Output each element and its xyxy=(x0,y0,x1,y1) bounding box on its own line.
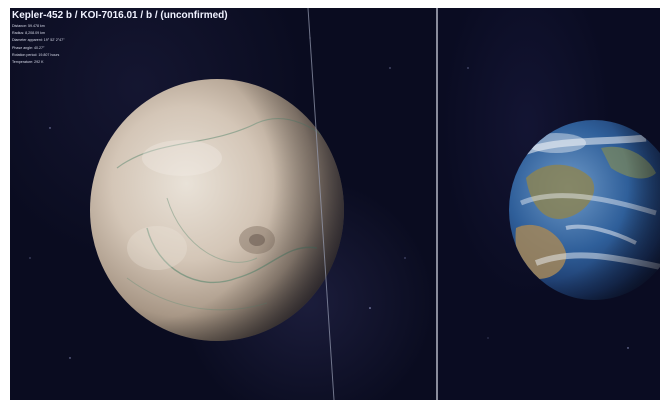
left-view-pane[interactable]: Kepler-452 b / KOI-7016.01 / b / (unconf… xyxy=(10,8,436,400)
temperature-readout: Temperature: 292 K xyxy=(12,60,44,65)
render-viewport[interactable]: Kepler-452 b / KOI-7016.01 / b / (unconf… xyxy=(10,8,660,400)
scan-line xyxy=(307,8,335,400)
earth-globe-icon[interactable] xyxy=(506,118,660,303)
object-details: Distance: 59.478 km Radius: 8,208.09 km … xyxy=(12,23,228,66)
object-title: Kepler-452 b / KOI-7016.01 / b / (unconf… xyxy=(12,10,228,21)
distance-readout: Distance: 59.478 km xyxy=(12,24,45,28)
right-view-pane[interactable] xyxy=(438,8,660,400)
apparent-diameter-readout: Diameter apparent: 19° 52' 2"47" xyxy=(12,38,65,43)
radius-readout: Radius: 8,208.09 km xyxy=(12,31,45,36)
exoplanet-globe-icon[interactable] xyxy=(87,78,347,343)
split-divider[interactable] xyxy=(436,8,438,400)
object-info-panel: Kepler-452 b / KOI-7016.01 / b / (unconf… xyxy=(12,10,228,66)
phase-angle-readout: Phase angle: 40.27° xyxy=(12,45,45,50)
rotation-period-readout: Rotation period: 19.807 hours xyxy=(12,52,60,57)
starfield xyxy=(29,37,406,359)
starfield-right xyxy=(467,67,629,349)
